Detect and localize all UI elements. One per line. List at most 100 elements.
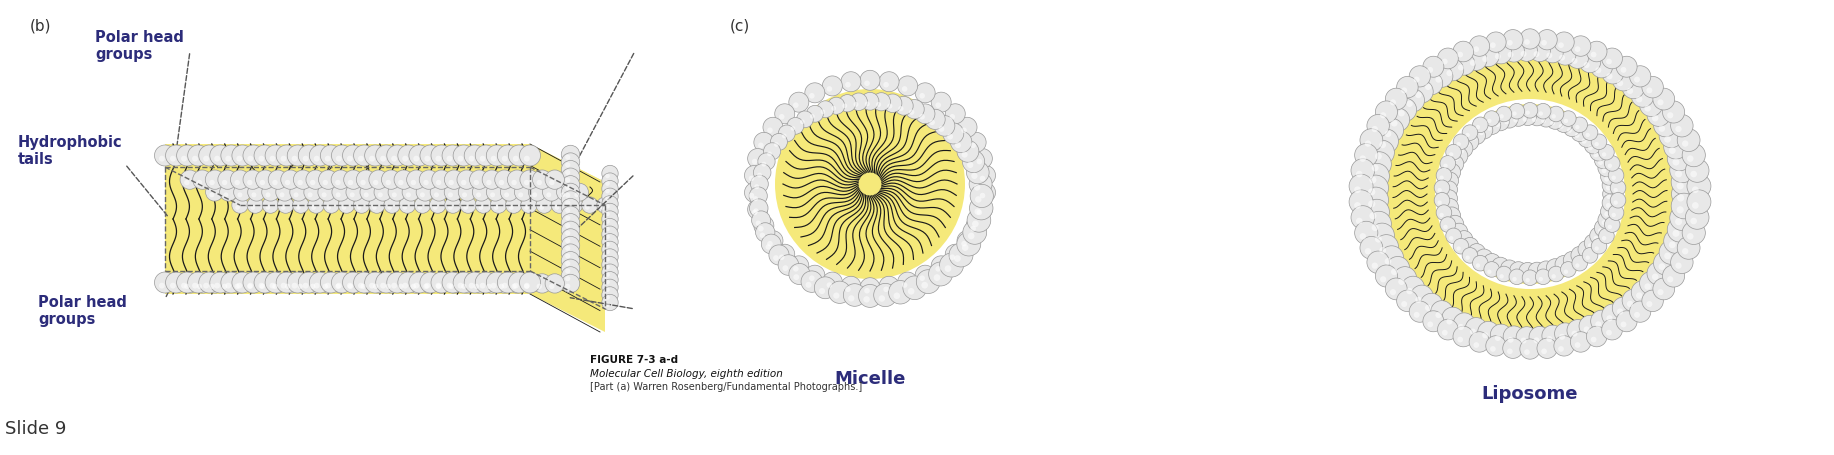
- Circle shape: [561, 214, 580, 233]
- Circle shape: [1564, 120, 1568, 124]
- Circle shape: [842, 72, 860, 92]
- Circle shape: [226, 157, 231, 162]
- Circle shape: [1370, 141, 1394, 166]
- Circle shape: [482, 171, 501, 190]
- Circle shape: [525, 284, 530, 289]
- Circle shape: [1634, 77, 1640, 83]
- Circle shape: [1601, 169, 1607, 174]
- Circle shape: [1559, 43, 1564, 49]
- Circle shape: [1693, 187, 1698, 194]
- Circle shape: [332, 273, 352, 293]
- Circle shape: [447, 193, 453, 198]
- Circle shape: [600, 206, 605, 210]
- Circle shape: [1451, 225, 1454, 230]
- Polygon shape: [530, 145, 605, 332]
- Circle shape: [1588, 243, 1594, 248]
- Circle shape: [519, 274, 539, 293]
- Circle shape: [1469, 329, 1476, 335]
- Circle shape: [945, 266, 952, 273]
- Circle shape: [1517, 41, 1537, 62]
- Circle shape: [976, 166, 996, 186]
- Circle shape: [1353, 202, 1361, 209]
- Circle shape: [1537, 30, 1557, 51]
- Circle shape: [789, 93, 809, 113]
- Circle shape: [545, 171, 565, 190]
- Circle shape: [1460, 240, 1464, 245]
- Circle shape: [968, 173, 992, 196]
- Circle shape: [165, 146, 187, 167]
- Circle shape: [1610, 181, 1625, 196]
- Circle shape: [490, 197, 506, 214]
- Circle shape: [970, 197, 992, 220]
- Circle shape: [967, 216, 987, 236]
- Circle shape: [1456, 247, 1462, 251]
- Circle shape: [1407, 101, 1412, 108]
- Circle shape: [950, 115, 956, 120]
- Circle shape: [1385, 50, 1674, 339]
- Circle shape: [299, 273, 319, 293]
- Circle shape: [844, 284, 866, 307]
- Circle shape: [369, 197, 385, 214]
- Circle shape: [1443, 207, 1460, 225]
- Circle shape: [796, 111, 812, 128]
- Circle shape: [1420, 73, 1443, 96]
- Circle shape: [919, 276, 924, 281]
- Circle shape: [884, 95, 902, 113]
- Circle shape: [1398, 279, 1405, 285]
- Circle shape: [284, 284, 290, 289]
- Circle shape: [1546, 112, 1564, 130]
- Circle shape: [343, 273, 363, 293]
- Circle shape: [864, 81, 869, 87]
- Circle shape: [756, 221, 761, 226]
- Circle shape: [1662, 265, 1685, 288]
- Circle shape: [750, 176, 768, 193]
- Circle shape: [1533, 338, 1539, 344]
- Circle shape: [1570, 37, 1590, 57]
- Circle shape: [605, 288, 611, 293]
- Circle shape: [1462, 126, 1478, 141]
- Circle shape: [493, 206, 499, 210]
- Circle shape: [209, 284, 215, 289]
- Circle shape: [231, 273, 253, 293]
- Circle shape: [1561, 111, 1575, 127]
- Circle shape: [317, 184, 336, 202]
- Circle shape: [1603, 177, 1619, 195]
- Circle shape: [1414, 312, 1420, 318]
- Circle shape: [1630, 301, 1651, 323]
- Circle shape: [956, 143, 961, 149]
- Circle shape: [1500, 274, 1504, 279]
- Circle shape: [1420, 293, 1443, 316]
- Circle shape: [233, 184, 251, 202]
- Circle shape: [187, 273, 209, 293]
- Circle shape: [1489, 43, 1497, 49]
- Text: Molecular Cell Biology, eighth edition: Molecular Cell Biology, eighth edition: [591, 368, 783, 378]
- Circle shape: [1361, 237, 1383, 260]
- Circle shape: [1390, 289, 1396, 296]
- Circle shape: [293, 274, 312, 293]
- Circle shape: [475, 197, 492, 214]
- Circle shape: [877, 103, 880, 108]
- Circle shape: [1539, 112, 1542, 116]
- Circle shape: [1640, 94, 1663, 117]
- Circle shape: [508, 274, 526, 293]
- Circle shape: [1355, 222, 1377, 245]
- Circle shape: [255, 273, 275, 293]
- Circle shape: [1431, 66, 1453, 88]
- Circle shape: [1475, 249, 1493, 267]
- Circle shape: [1597, 160, 1616, 177]
- Circle shape: [792, 103, 798, 109]
- Circle shape: [1564, 270, 1568, 274]
- Circle shape: [1449, 237, 1453, 241]
- Circle shape: [1678, 130, 1700, 152]
- Circle shape: [1594, 237, 1599, 241]
- Circle shape: [1502, 30, 1522, 51]
- Circle shape: [332, 171, 350, 190]
- Circle shape: [1436, 168, 1453, 184]
- Circle shape: [358, 283, 363, 289]
- Circle shape: [976, 197, 981, 203]
- Circle shape: [1586, 327, 1607, 347]
- Circle shape: [1390, 100, 1396, 106]
- Circle shape: [1473, 343, 1480, 348]
- Circle shape: [1621, 77, 1645, 100]
- Circle shape: [778, 126, 796, 142]
